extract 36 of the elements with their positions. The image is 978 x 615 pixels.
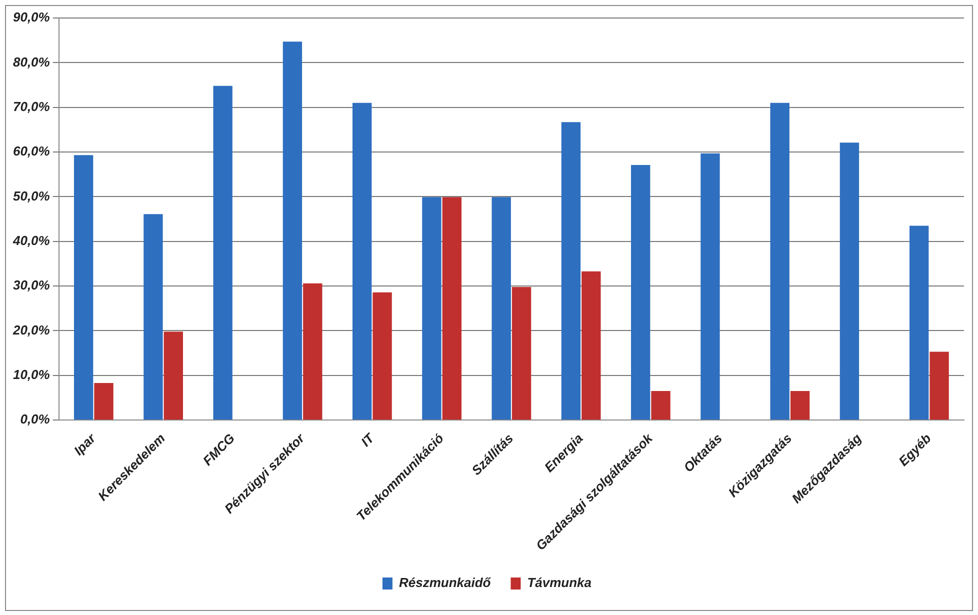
bar xyxy=(144,214,163,420)
legend-label: Távmunka xyxy=(527,575,592,590)
bar xyxy=(94,383,114,420)
bar xyxy=(630,164,650,420)
bar xyxy=(910,226,929,420)
y-tick-label: 10,0% xyxy=(12,366,50,382)
bar xyxy=(840,142,860,420)
bar xyxy=(442,197,462,420)
bar xyxy=(512,286,532,420)
bar xyxy=(372,292,392,420)
y-tick-label: 70,0% xyxy=(12,98,50,114)
bar xyxy=(561,122,581,420)
bar xyxy=(213,86,232,420)
y-tick-label: 0,0% xyxy=(20,412,50,427)
y-tick-label: 40,0% xyxy=(12,232,50,248)
bar xyxy=(582,271,601,420)
y-tick-label: 30,0% xyxy=(12,278,50,293)
bar xyxy=(930,352,949,420)
bar xyxy=(651,391,670,420)
bar xyxy=(700,153,720,420)
bar xyxy=(492,197,511,420)
bar xyxy=(303,283,322,420)
bar xyxy=(352,102,372,420)
y-tick-label: 80,0% xyxy=(12,54,50,70)
bar xyxy=(790,391,810,420)
bar xyxy=(74,155,94,420)
y-tick-label: 60,0% xyxy=(12,144,50,159)
x-tick-label: Ipar xyxy=(70,430,99,458)
bar xyxy=(282,42,302,420)
bar xyxy=(164,332,183,420)
bar xyxy=(422,197,442,420)
y-tick-label: 90,0% xyxy=(12,10,50,25)
bar xyxy=(770,102,790,420)
legend-label: Részmunkaidő xyxy=(398,575,492,590)
y-tick-label: 50,0% xyxy=(12,188,50,204)
y-tick-label: 20,0% xyxy=(12,322,50,338)
